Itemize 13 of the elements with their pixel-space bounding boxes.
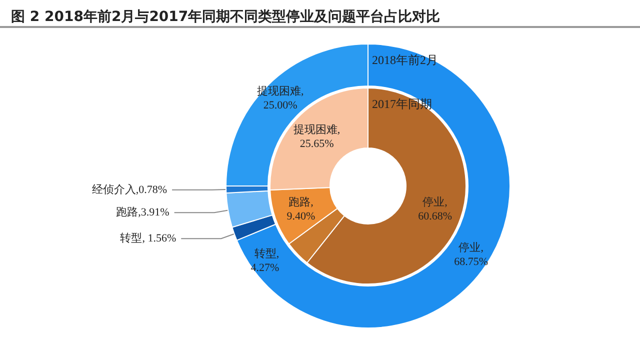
text: 60.68% xyxy=(418,210,452,222)
category-label: 停业, xyxy=(422,196,448,208)
category-label: 提现困难, xyxy=(293,124,340,136)
category-label: 转型, xyxy=(254,248,280,260)
slice-label: 停业,68.75% xyxy=(454,240,488,268)
slice-label: 2017年同期 xyxy=(372,97,432,111)
slice-label: 经侦介入,0.78% xyxy=(92,182,168,196)
text: 25.65% xyxy=(300,138,334,150)
category-label: 跑路, xyxy=(288,196,314,208)
slice-label: 转型, 1.56% xyxy=(120,232,176,245)
text: 9.40% xyxy=(286,210,316,222)
slice-label: 跑路,3.91% xyxy=(116,206,170,219)
chart-title: 图 2 2018年前2月与2017年同期不同类型停业及问题平台占比对比 xyxy=(11,9,440,25)
